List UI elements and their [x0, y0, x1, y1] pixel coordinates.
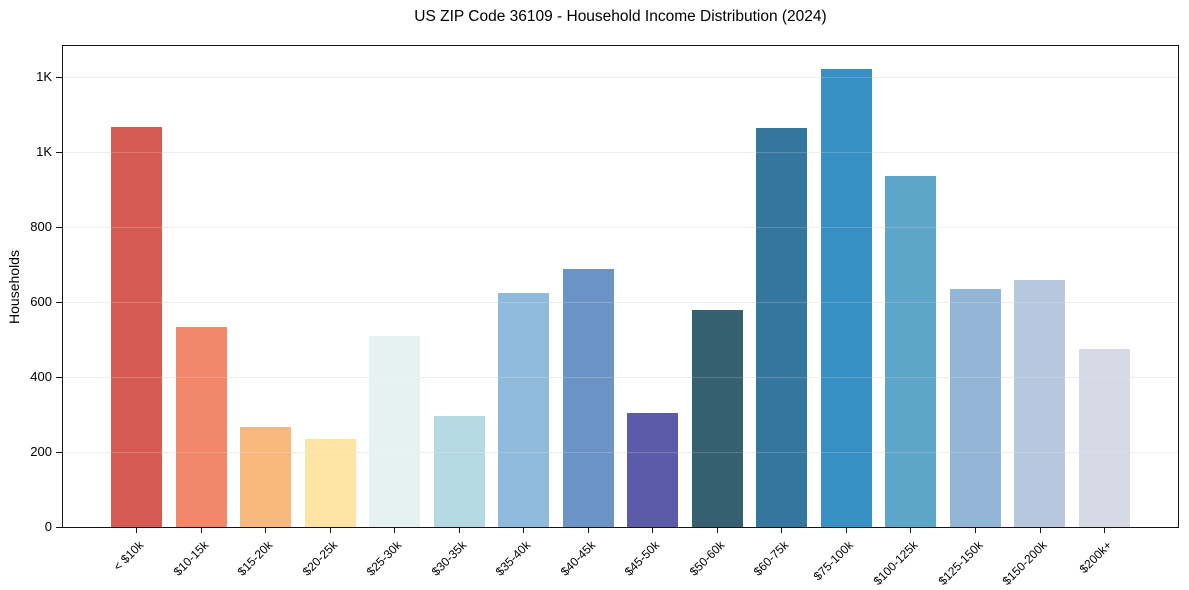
x-tick-mark — [781, 528, 783, 533]
plot-area — [62, 45, 1179, 528]
bar — [1078, 348, 1130, 527]
x-tick-label: $50-60k — [686, 538, 728, 579]
x-tick-mark — [716, 528, 718, 533]
x-tick-label: $25-30k — [363, 538, 405, 579]
x-tick-label: $45-50k — [622, 538, 663, 579]
x-tick-label: $200k+ — [1076, 538, 1115, 576]
bar — [691, 309, 743, 527]
x-tick-label: $75-100k — [811, 538, 857, 584]
x-tick-label: $125-150k — [935, 538, 986, 589]
x-tick-label: $10-15k — [170, 538, 211, 579]
x-tick-label: $15-20k — [234, 538, 276, 579]
y-tick-label: 400 — [30, 369, 52, 384]
x-tick-label: $35-40k — [493, 538, 534, 579]
chart-title: US ZIP Code 36109 - Household Income Dis… — [414, 8, 827, 25]
bar — [111, 126, 162, 527]
bar — [1014, 279, 1066, 527]
y-tick-mark — [56, 526, 62, 528]
bar — [627, 412, 679, 527]
x-tick-mark — [587, 528, 589, 533]
x-tick-label: $100-125k — [870, 538, 921, 589]
x-tick-mark — [974, 528, 976, 533]
bar — [175, 326, 227, 527]
x-tick-label: $150-200k — [999, 538, 1050, 589]
x-tick-label: $20-25k — [299, 538, 341, 579]
x-tick-mark — [652, 528, 654, 533]
bar — [304, 438, 356, 527]
x-tick-label: $40-45k — [557, 538, 599, 579]
x-tick-mark — [394, 528, 396, 533]
x-tick-mark — [845, 528, 847, 533]
bar — [240, 427, 292, 527]
x-tick-mark — [1104, 528, 1105, 533]
bar — [756, 128, 808, 527]
bar — [498, 293, 550, 527]
x-tick-mark — [910, 528, 912, 533]
bar — [820, 68, 872, 527]
bar — [562, 269, 614, 527]
y-tick-label: 0 — [44, 519, 52, 534]
y-axis: 0 200 400 600 800 1K 1K — [0, 46, 62, 534]
x-tick-label: $30-35k — [428, 538, 470, 579]
x-tick-mark — [1039, 528, 1041, 533]
x-tick-label: $60-75k — [751, 538, 792, 579]
bar — [369, 335, 421, 527]
y-tick-mark — [56, 151, 62, 153]
x-tick-mark — [458, 528, 460, 533]
bar — [433, 415, 485, 527]
x-axis: < $10k $10-15k $15-20k $20-25k $25-30k $30-35… — [63, 528, 1178, 590]
y-tick-label: 800 — [30, 219, 52, 235]
bar — [949, 288, 1001, 527]
y-tick-mark — [56, 76, 62, 78]
x-tick-mark — [200, 528, 202, 533]
y-tick-mark — [56, 226, 62, 228]
y-tick-label: 200 — [30, 444, 52, 459]
y-tick-mark — [56, 301, 62, 303]
y-tick-label: 600 — [30, 294, 52, 310]
x-tick-label: < $10k — [110, 538, 147, 574]
x-tick-mark — [265, 528, 267, 533]
x-tick-mark — [329, 528, 331, 533]
bar — [885, 176, 937, 527]
y-tick-mark — [56, 376, 62, 378]
y-tick-label: 1K — [36, 69, 52, 85]
y-tick-label: 1K — [36, 144, 52, 160]
x-tick-mark — [523, 528, 525, 533]
x-tick-mark — [136, 528, 137, 533]
bars-group — [63, 46, 1178, 527]
y-tick-mark — [56, 451, 62, 453]
